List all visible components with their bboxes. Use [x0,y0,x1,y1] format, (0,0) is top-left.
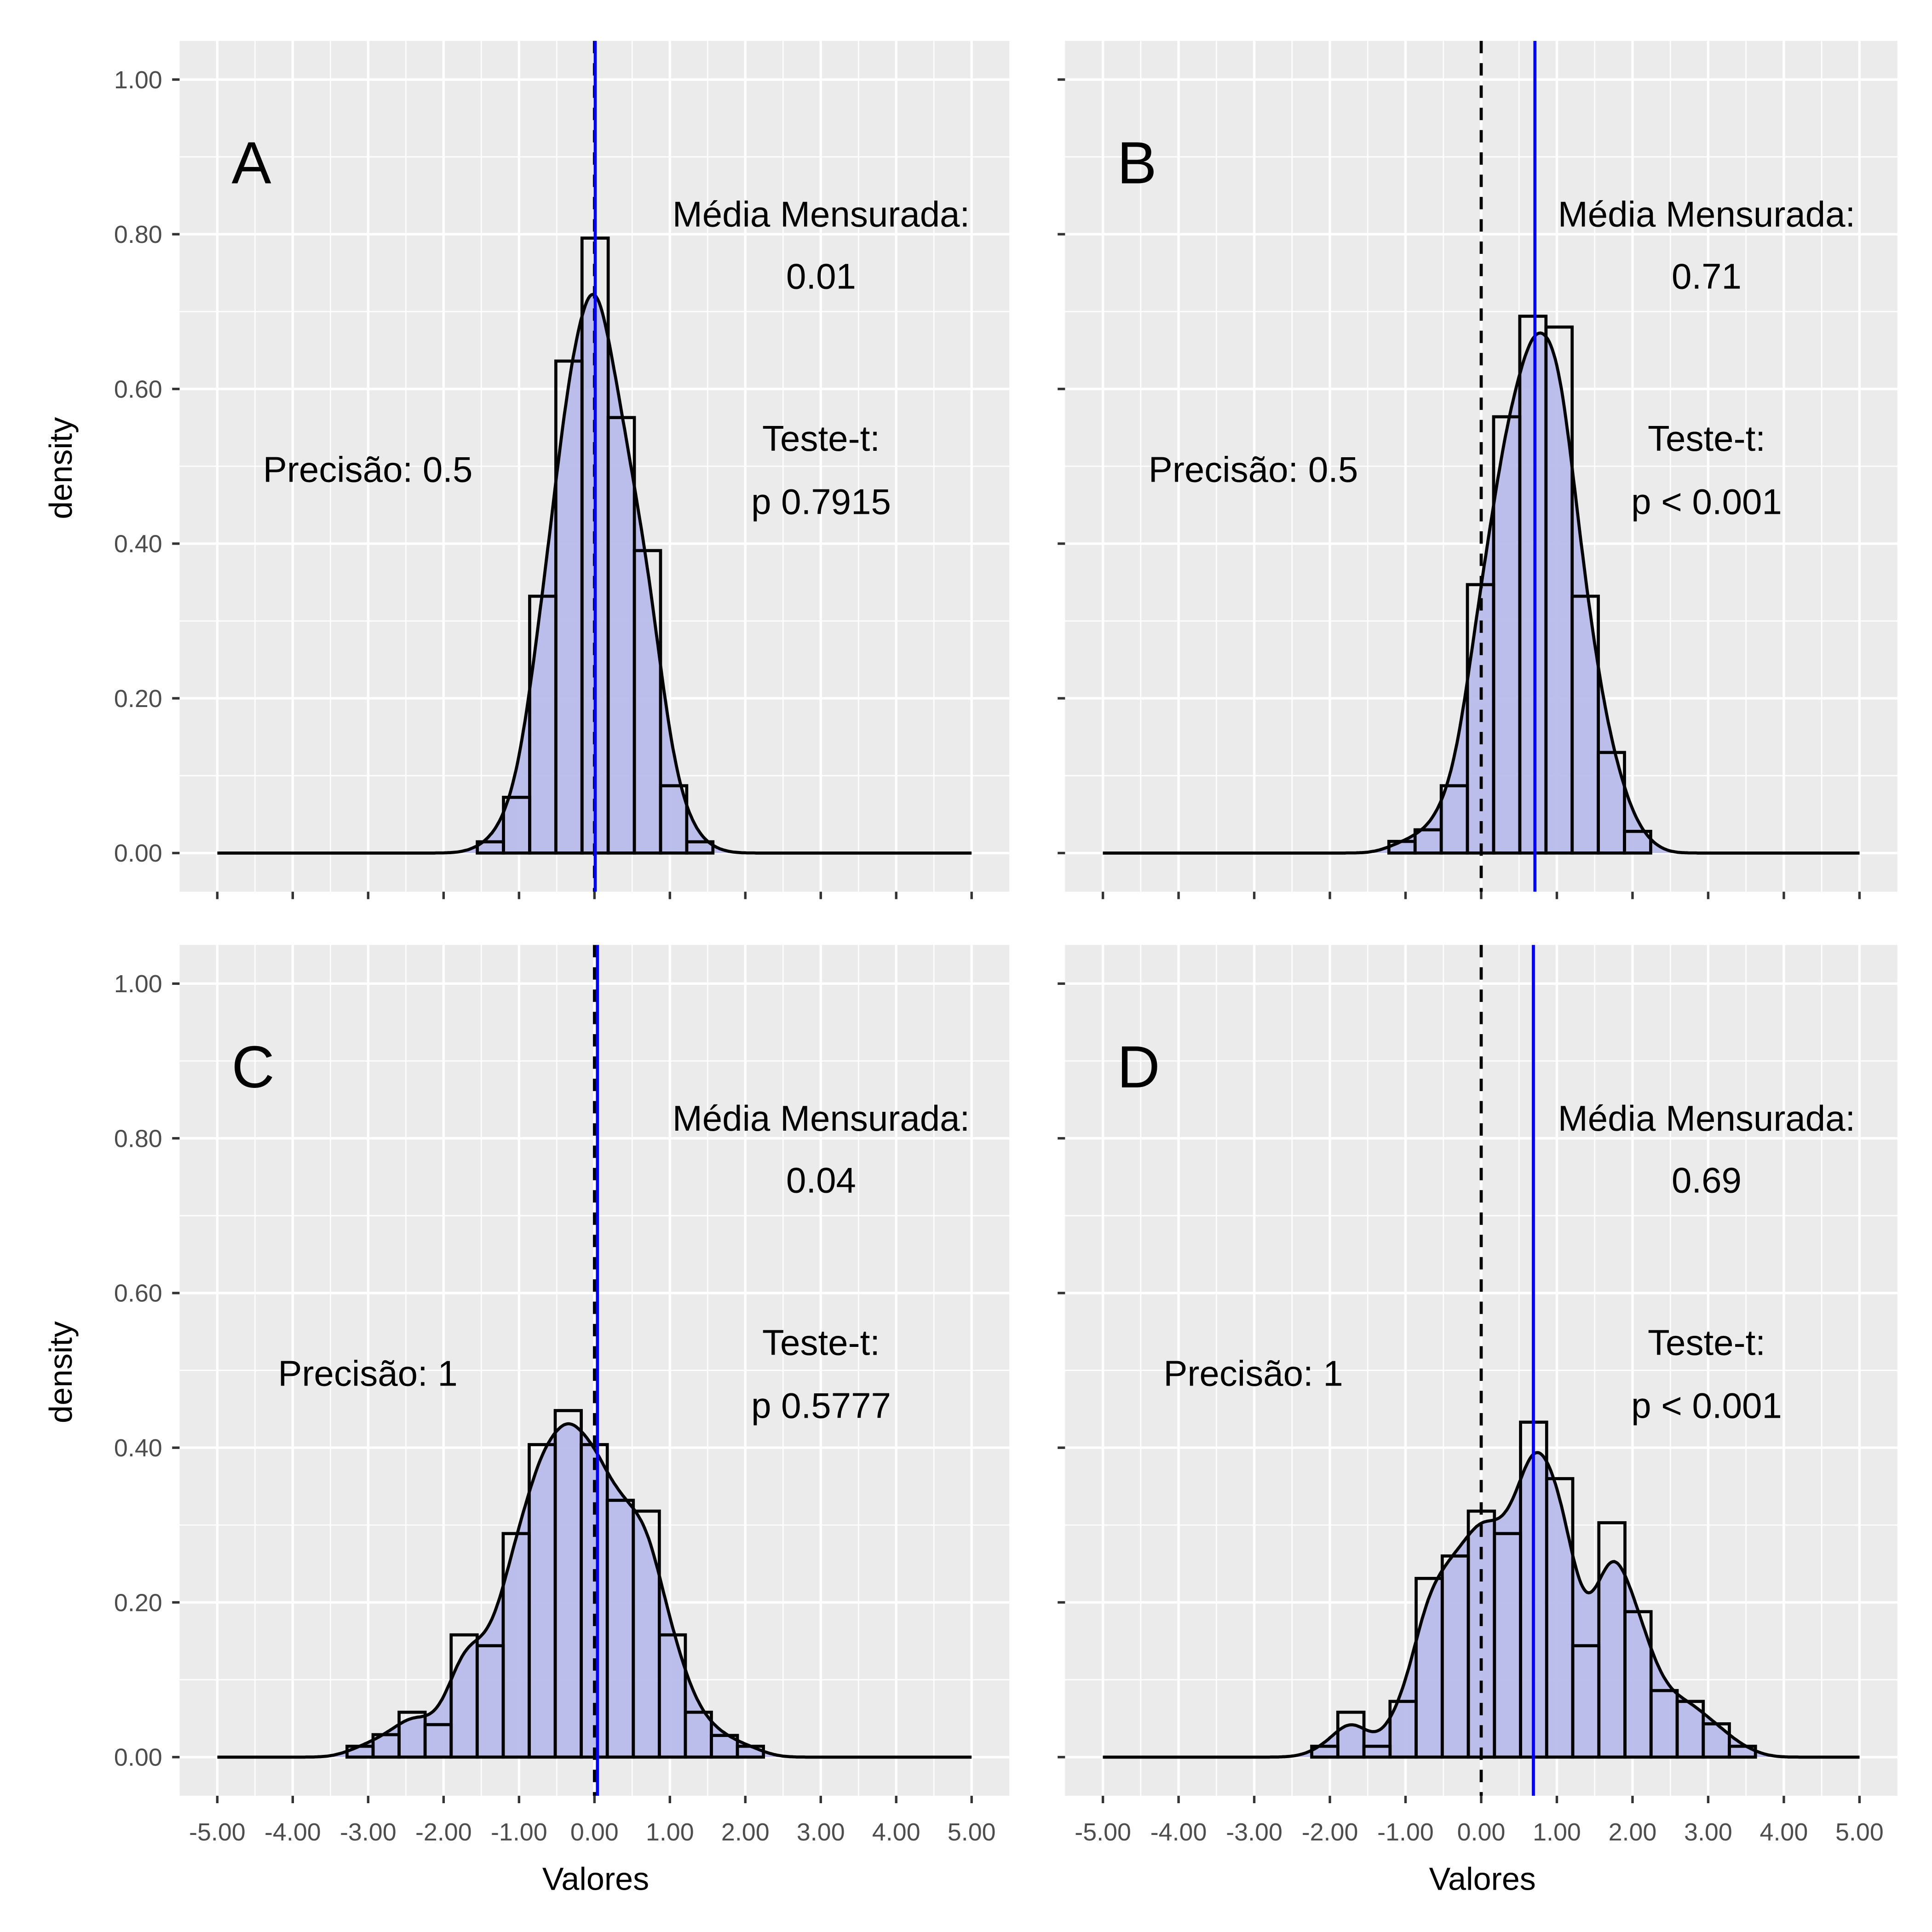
y-tick-label: 0.60 [114,375,162,403]
histogram-bar [657,1633,687,1759]
x-tick-label: -4.00 [1150,1818,1207,1846]
x-tick-label: 2.00 [1609,1818,1657,1846]
histogram-bar [1623,829,1652,855]
y-tick-label: 0.20 [114,685,162,713]
x-tick-label: 4.00 [872,1818,920,1846]
panel-letter: B [1117,130,1156,196]
precision-text: Precisão: 1 [278,1353,458,1394]
x-tick-label: -2.00 [1302,1818,1358,1846]
histogram-bar [632,549,662,855]
y-axis-title: density [43,1321,79,1423]
mean-value: 0.04 [786,1160,856,1201]
x-axis-title: Valores [1429,1861,1536,1897]
y-tick-label: 0.00 [114,840,162,867]
panel-letter: A [231,130,271,196]
test-title: Teste-t: [762,1322,880,1363]
mean-title: Média Mensurada: [1558,194,1856,235]
test-title: Teste-t: [762,418,880,459]
histogram-bar [1597,751,1626,855]
mean-value: 0.01 [786,256,856,296]
p-value: p 0.7915 [751,481,891,522]
x-tick-label: -5.00 [1075,1818,1131,1846]
x-tick-label: 0.00 [1457,1818,1506,1846]
density-curve [1103,1451,1860,1759]
y-tick-label: 0.40 [114,530,162,558]
density-area [217,1424,972,1757]
y-tick-label: 1.00 [114,66,162,94]
precision-text: Precisão: 1 [1163,1353,1343,1394]
panel-D: -5.00 -4.00 -3.00 -2.00 -1.00 0.00 1.00 2.00 3.0… [1058,945,1898,1846]
x-tick-label: -5.00 [189,1818,246,1846]
panel-C: -5.00 -4.00 -3.00 -2.00 -1.00 0.00 1.00 2.00 3.0… [114,945,1010,1846]
panel-A: 0.00 0.20 0.40 0.60 0.80 1.00 A Média Mensurada… [114,40,1010,899]
test-title: Teste-t: [1648,418,1765,459]
x-tick-label: 1.00 [646,1818,694,1846]
mean-title: Média Mensurada: [673,194,970,235]
x-tick-label: -2.00 [415,1818,472,1846]
x-tick-label: 2.00 [721,1818,770,1846]
histogram-bar [1545,1477,1575,1759]
panel-letter: C [231,1034,274,1100]
y-tick-label: 0.80 [114,221,162,248]
y-tick-label: 0.20 [114,1589,162,1616]
x-tick-label: 1.00 [1533,1818,1581,1846]
panel-B: B Média Mensurada: 0.71 Teste-t: p < 0.001 Pr… [1058,40,1898,899]
histogram-bar [1336,1710,1366,1759]
mean-value: 0.71 [1672,256,1742,296]
histogram-bar [685,840,715,855]
x-tick-label: 5.00 [948,1818,996,1846]
y-tick-label: 0.60 [114,1280,162,1307]
mean-title: Média Mensurada: [1558,1098,1856,1138]
x-tick-label: 0.00 [570,1818,619,1846]
x-tick-label: -1.00 [491,1818,547,1846]
p-value: p < 0.001 [1631,1386,1782,1426]
x-tick-label: 5.00 [1835,1818,1884,1846]
y-tick-label: 0.80 [114,1125,162,1152]
histogram-bar [1570,594,1600,855]
y-tick-label: 0.00 [114,1744,162,1771]
density-curve [217,1422,972,1759]
test-title: Teste-t: [1648,1322,1765,1363]
x-tick-label: -1.00 [1377,1818,1434,1846]
x-tick-label: -3.00 [1226,1818,1282,1846]
mean-value: 0.69 [1672,1160,1742,1201]
x-tick-label: 4.00 [1760,1818,1808,1846]
x-tick-label: 3.00 [797,1818,845,1846]
p-value: p < 0.001 [1631,481,1782,522]
p-value: p 0.5777 [751,1386,891,1426]
histogram-bar [659,784,689,855]
x-tick-label: 3.00 [1684,1818,1732,1846]
y-tick-label: 0.40 [114,1434,162,1462]
x-tick-label: -3.00 [340,1818,397,1846]
density-area [1103,1452,1860,1757]
panel-letter: D [1117,1034,1160,1100]
y-axis-title: density [43,417,79,519]
y-tick-label: 1.00 [114,970,162,998]
precision-text: Precisão: 0.5 [1149,449,1358,489]
x-tick-label: -4.00 [264,1818,321,1846]
mean-title: Média Mensurada: [673,1098,970,1138]
precision-text: Precisão: 0.5 [263,449,473,489]
histogram-bar [1544,325,1574,855]
x-axis-title: Valores [542,1861,649,1897]
